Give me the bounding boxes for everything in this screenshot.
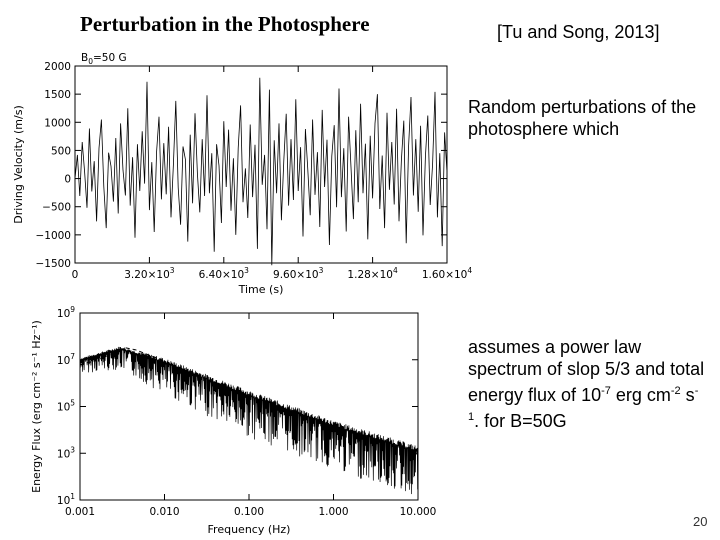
- text2-part: erg cm: [610, 385, 671, 405]
- y-tick-label: 500: [51, 145, 71, 157]
- text2-part: s: [680, 385, 695, 405]
- plot-frame: [79, 312, 419, 501]
- spectrum-line: [79, 346, 419, 495]
- x-tick-label: 1.60×104: [422, 266, 473, 281]
- slide-title: Perturbation in the Photosphere: [80, 12, 370, 36]
- y-tick-label: 101: [57, 492, 75, 507]
- x-tick-label: 0.100: [234, 506, 264, 518]
- text2-part: assumes a power law spectrum of slop 5/3…: [468, 337, 705, 405]
- text2-exponent: -1: [468, 385, 699, 423]
- x-tick-label: 1.000: [318, 506, 348, 518]
- x-axis-title: Frequency (Hz): [208, 523, 291, 536]
- plot-frame: [74, 65, 448, 264]
- y-tick-label: 107: [57, 352, 75, 367]
- y-tick-label: 109: [57, 305, 75, 320]
- y-tick-label: −1000: [35, 230, 71, 242]
- description-text-2: assumes a power law spectrum of slop 5/3…: [468, 336, 708, 432]
- y-tick-label: 103: [57, 445, 75, 460]
- x-axis-title: Time (s): [238, 283, 284, 296]
- citation: [Tu and Song, 2013]: [497, 22, 660, 42]
- y-tick-label: −500: [42, 202, 71, 214]
- y-tick-label: 2000: [44, 61, 71, 73]
- b0-annotation: B0=50 G: [81, 52, 127, 66]
- x-tick-label: 10.000: [400, 506, 437, 518]
- text2-exponent: -7: [601, 385, 611, 397]
- y-axis-title: Energy Flux (erg cm⁻² s⁻¹ Hz⁻¹): [30, 320, 43, 493]
- x-tick-label: 3.20×103: [124, 266, 175, 281]
- x-tick-label: 9.60×103: [273, 266, 324, 281]
- y-tick-label: 1500: [44, 89, 71, 101]
- x-tick-label: 6.40×103: [199, 266, 250, 281]
- text2-part: . for B=50G: [474, 411, 567, 431]
- y-tick-label: 1000: [44, 117, 71, 129]
- page-number: 20: [693, 514, 708, 529]
- y-tick-label: −1500: [35, 258, 71, 270]
- x-tick-label: 0.010: [149, 506, 179, 518]
- description-text-1: Random perturbations of the photosphere …: [468, 97, 697, 139]
- y-tick-label: 105: [57, 399, 75, 414]
- y-axis-title: Driving Velocity (m/s): [12, 105, 25, 223]
- x-tick-label: 0: [72, 269, 79, 281]
- x-tick-label: 0.001: [65, 506, 95, 518]
- text2-exponent: -2: [670, 385, 681, 397]
- dashed-reference-line: [79, 347, 165, 366]
- y-tick-label: 0: [64, 174, 71, 186]
- x-tick-label: 1.28×104: [347, 266, 398, 281]
- velocity-line: [74, 77, 448, 266]
